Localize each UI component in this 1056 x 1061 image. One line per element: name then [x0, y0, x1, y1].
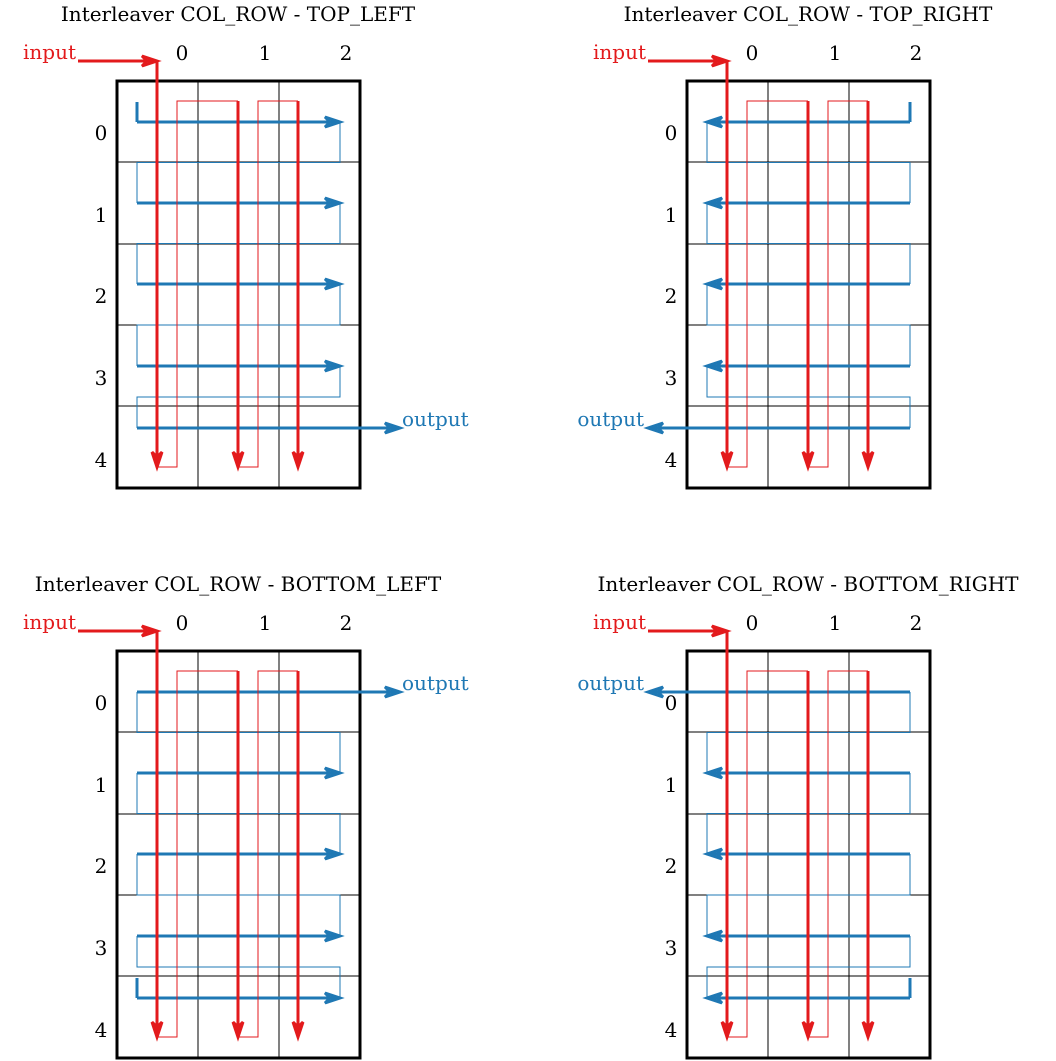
- write-arrowhead: [231, 1020, 245, 1042]
- matrix-border: [115, 79, 362, 490]
- input-arrowhead: [140, 54, 162, 68]
- read-arrowhead: [323, 196, 345, 210]
- row-label: 3: [665, 366, 678, 390]
- read-arrowhead: [643, 421, 665, 435]
- read-arrowhead: [383, 685, 405, 699]
- write-arrowhead: [150, 1020, 164, 1042]
- write-connector-path: [238, 100, 298, 468]
- column-label: 1: [259, 611, 272, 635]
- read-arrowhead: [702, 359, 724, 373]
- matrix-border: [685, 649, 932, 1060]
- row-label: 2: [95, 284, 108, 308]
- read-arrowhead: [702, 115, 724, 129]
- column-label: 2: [340, 41, 353, 65]
- column-label: 1: [259, 41, 272, 65]
- row-label: 1: [665, 773, 678, 797]
- read-arrowhead: [643, 685, 665, 699]
- input-label: input: [23, 40, 76, 64]
- matrix-border: [115, 649, 362, 1060]
- read-arrowhead: [702, 196, 724, 210]
- panel-title: Interleaver COL_ROW - BOTTOM_RIGHT: [598, 572, 1020, 596]
- read-arrowhead: [323, 766, 345, 780]
- row-label: 3: [95, 366, 108, 390]
- row-label: 1: [95, 203, 108, 227]
- matrix-border: [685, 79, 932, 490]
- read-arrowhead: [702, 847, 724, 861]
- column-label: 0: [176, 41, 189, 65]
- row-label: 4: [95, 448, 108, 472]
- read-arrowhead: [323, 929, 345, 943]
- column-label: 2: [910, 41, 923, 65]
- column-label: 0: [746, 611, 759, 635]
- read-arrowhead: [702, 766, 724, 780]
- read-arrowhead: [702, 929, 724, 943]
- write-arrowhead: [861, 450, 875, 472]
- write-arrowhead: [720, 1020, 734, 1042]
- read-arrowhead: [702, 991, 724, 1005]
- input-arrowhead: [710, 624, 732, 638]
- row-label: 0: [95, 691, 108, 715]
- write-connector-path: [157, 670, 238, 1038]
- read-arrowhead: [323, 359, 345, 373]
- read-arrowhead: [323, 115, 345, 129]
- read-arrowhead: [323, 847, 345, 861]
- read-arrowhead: [383, 421, 405, 435]
- row-label: 2: [665, 284, 678, 308]
- read-arrowhead: [702, 277, 724, 291]
- row-label: 3: [95, 936, 108, 960]
- write-arrowhead: [150, 450, 164, 472]
- write-arrowhead: [291, 1020, 305, 1042]
- input-label: input: [593, 40, 646, 64]
- row-label: 0: [665, 121, 678, 145]
- column-label: 1: [829, 611, 842, 635]
- column-label: 0: [176, 611, 189, 635]
- column-label: 2: [910, 611, 923, 635]
- row-label: 4: [95, 1018, 108, 1042]
- write-connector-path: [727, 670, 808, 1038]
- input-arrowhead: [140, 624, 162, 638]
- write-arrowhead: [291, 450, 305, 472]
- write-arrowhead: [231, 450, 245, 472]
- output-label: output: [577, 407, 644, 431]
- read-arrowhead: [323, 277, 345, 291]
- panel-title: Interleaver COL_ROW - BOTTOM_LEFT: [35, 572, 442, 596]
- output-label: output: [577, 671, 644, 695]
- input-label: input: [593, 610, 646, 634]
- output-label: output: [402, 671, 469, 695]
- row-label: 4: [665, 1018, 678, 1042]
- row-label: 1: [665, 203, 678, 227]
- input-label: input: [23, 610, 76, 634]
- write-connector-path: [238, 670, 298, 1038]
- read-arrowhead: [323, 991, 345, 1005]
- write-arrowhead: [720, 450, 734, 472]
- interleaver-panel-top-right: Interleaver COL_ROW - TOP_RIGHT 0 1 2 0 1 2 3 4o…: [577, 2, 993, 490]
- column-label: 2: [340, 611, 353, 635]
- input-arrowhead: [710, 54, 732, 68]
- column-label: 1: [829, 41, 842, 65]
- write-arrowhead: [861, 1020, 875, 1042]
- row-label: 2: [665, 854, 678, 878]
- row-label: 0: [665, 691, 678, 715]
- write-connector-path: [808, 670, 868, 1038]
- write-arrowhead: [801, 450, 815, 472]
- row-label: 3: [665, 936, 678, 960]
- panel-title: Interleaver COL_ROW - TOP_LEFT: [61, 2, 416, 26]
- interleaver-panel-bottom-right: Interleaver COL_ROW - BOTTOM_RIGHT 0 1 2 0 1 2…: [577, 572, 1020, 1060]
- row-label: 2: [95, 854, 108, 878]
- write-connector-path: [808, 100, 868, 468]
- output-label: output: [402, 407, 469, 431]
- column-label: 0: [746, 41, 759, 65]
- row-label: 1: [95, 773, 108, 797]
- row-label: 4: [665, 448, 678, 472]
- write-connector-path: [727, 100, 808, 468]
- interleaver-panel-top-left: Interleaver COL_ROW - TOP_LEFT 0 1 2 0 1 2 3 4 ou…: [23, 2, 469, 490]
- row-label: 0: [95, 121, 108, 145]
- write-connector-path: [157, 100, 238, 468]
- write-arrowhead: [801, 1020, 815, 1042]
- panel-title: Interleaver COL_ROW - TOP_RIGHT: [624, 2, 993, 26]
- interleaver-panel-bottom-left: Interleaver COL_ROW - BOTTOM_LEFT 0 1 2 0 1 2 3…: [23, 572, 469, 1060]
